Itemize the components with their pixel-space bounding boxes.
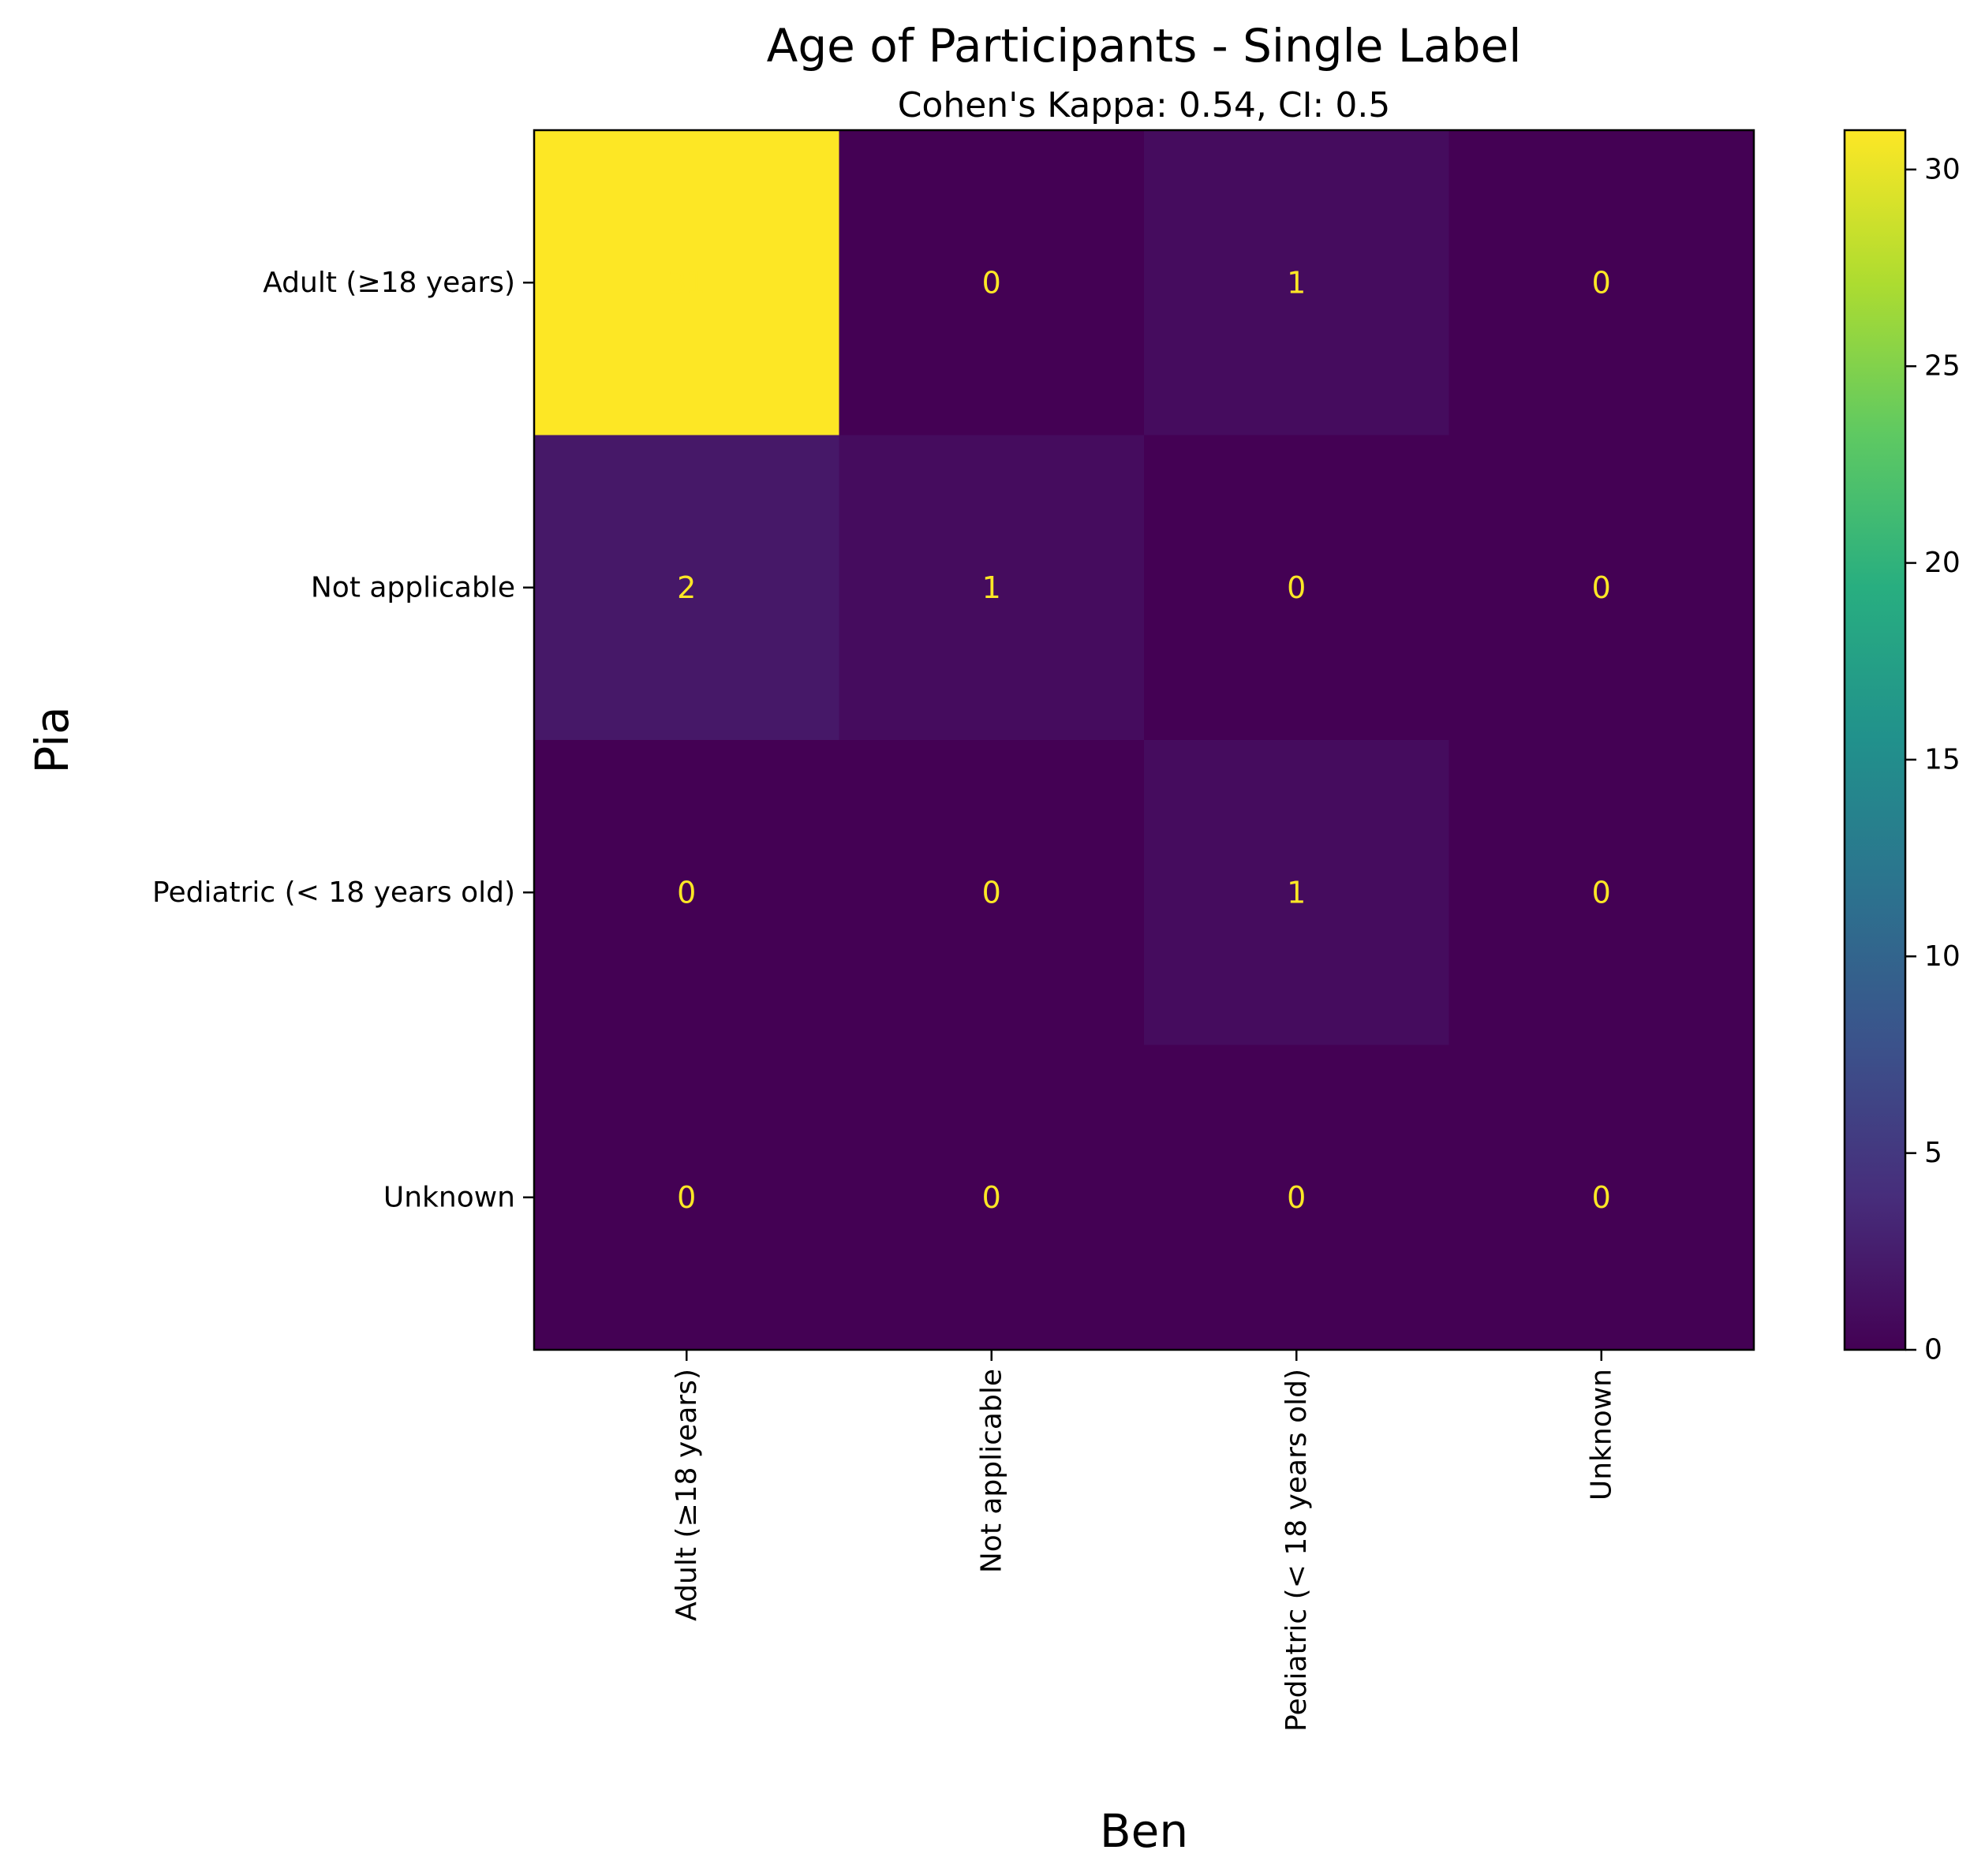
cell-value-label: 0: [677, 1180, 696, 1215]
heatmap-cell: [534, 740, 839, 1045]
cell-value-label: 0: [1592, 875, 1611, 910]
x-tick-label: Pediatric (< 18 years old): [1280, 1369, 1313, 1732]
cell-value-label: 0: [1592, 570, 1611, 605]
heatmap-cell: [1449, 435, 1755, 741]
heatmap-cell: [839, 435, 1145, 741]
y-tick-label: Not applicable: [311, 571, 515, 604]
y-tick-label: Unknown: [383, 1181, 515, 1213]
cell-value-label: 1: [1287, 875, 1306, 910]
cell-value-label: 0: [677, 875, 696, 910]
heatmap-cell: [839, 130, 1145, 435]
heatmap-cell: [1144, 740, 1449, 1045]
heatmap-cell: [1449, 130, 1755, 435]
colorbar-tick-label: 30: [1924, 153, 1961, 185]
heatmap-cell: [1144, 1045, 1449, 1351]
x-tick-label: Not applicable: [975, 1369, 1007, 1573]
y-axis-ticks: Adult (≥18 years) Not applicable Pediatric…: [152, 267, 534, 1213]
heatmap-cell: [1449, 1045, 1755, 1351]
cell-value-label: 1: [982, 570, 1001, 605]
heatmap-cell: [534, 435, 839, 741]
heatmap-cell: [1144, 130, 1449, 435]
heatmap-cell-labels: 31 0 1 0 2 1 0 0 0 0 1 0 0 0 0 0: [667, 265, 1611, 1215]
colorbar-ticks: 0 5 10 15 20 25 30: [1905, 153, 1961, 1366]
heatmap-cell: [534, 1045, 839, 1351]
cell-value-label: 0: [1592, 265, 1611, 300]
colorbar-tick-label: 25: [1924, 350, 1961, 383]
cell-value-label: 1: [1287, 265, 1306, 300]
cell-value-label: 31: [667, 265, 705, 300]
colorbar-tick-label: 15: [1924, 743, 1961, 775]
colorbar-tick-label: 0: [1924, 1334, 1942, 1366]
colorbar-tick-label: 5: [1924, 1137, 1942, 1169]
x-tick-label: Unknown: [1585, 1369, 1617, 1500]
y-tick-label: Adult (≥18 years): [263, 267, 515, 299]
chart-subtitle: Cohen's Kappa: 0.54, CI: 0.5: [898, 85, 1391, 125]
heatmap-cell: [1144, 435, 1449, 741]
y-axis-label: Pia: [25, 706, 79, 773]
colorbar-tick-label: 20: [1924, 547, 1961, 579]
chart-title: Age of Participants - Single Label: [767, 19, 1522, 73]
y-tick-label: Pediatric (< 18 years old): [152, 876, 515, 909]
x-tick-label: Adult (≥18 years): [671, 1369, 703, 1621]
cell-value-label: 0: [1287, 1180, 1306, 1215]
heatmap-cell: [839, 740, 1145, 1045]
plot-frame: [533, 129, 1755, 1351]
x-axis-ticks: Adult (≥18 years) Not applicable Pediatric…: [671, 1350, 1617, 1732]
cell-value-label: 0: [982, 265, 1001, 300]
colorbar: 0 5 10 15 20 25 30: [1843, 129, 1961, 1366]
cell-value-label: 0: [982, 1180, 1001, 1215]
colorbar-tick-label: 10: [1924, 940, 1961, 973]
cell-value-label: 2: [677, 570, 696, 605]
cell-value-label: 0: [1287, 570, 1306, 605]
heatmap-cell: [839, 1045, 1145, 1351]
heatmap-cell: [534, 130, 839, 435]
cell-value-label: 0: [1592, 1180, 1611, 1215]
heatmap-cell: [1449, 740, 1755, 1045]
heatmap-cells: [534, 130, 1755, 1351]
cell-value-label: 0: [982, 875, 1001, 910]
colorbar-gradient: [1845, 130, 1905, 1350]
x-axis-label: Ben: [1100, 1804, 1188, 1858]
colorbar-frame: [1843, 129, 1907, 1351]
